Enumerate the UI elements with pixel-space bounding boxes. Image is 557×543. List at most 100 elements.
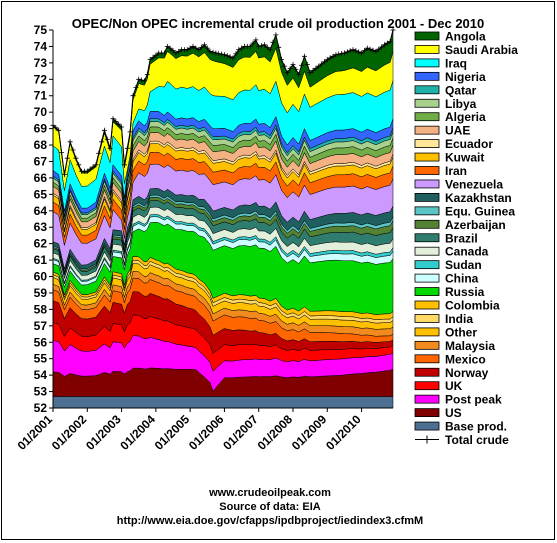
legend-label: Equ. Guinea <box>445 204 515 218</box>
total-crude-point <box>330 53 336 59</box>
legend-swatch <box>414 408 440 418</box>
total-crude-point <box>170 48 176 53</box>
legend-swatch <box>414 166 440 175</box>
total-crude-point <box>67 139 73 145</box>
y-tick-label: 69 <box>34 122 48 136</box>
legend-swatch <box>414 31 440 41</box>
legend-item-venezuela: Venezuela <box>414 177 503 191</box>
total-crude-point <box>199 44 205 50</box>
legend-label: Malaysia <box>445 339 495 353</box>
total-crude-point <box>339 51 345 57</box>
total-crude-point <box>133 85 139 90</box>
total-crude-point <box>224 53 230 59</box>
footer-url: http://www.eia.doe.gov/cfapps/ipdbprojec… <box>117 515 423 527</box>
total-crude-point <box>144 71 150 77</box>
legend-swatch <box>414 71 440 81</box>
total-crude-point <box>273 32 279 38</box>
y-tick-label: 72 <box>34 72 48 86</box>
total-crude-point <box>104 136 110 142</box>
y-tick-label: 56 <box>34 335 48 349</box>
total-crude-point <box>161 50 167 56</box>
total-crude-point <box>216 51 222 57</box>
legend-label: Brazil <box>445 231 478 245</box>
total-crude-point <box>84 168 90 174</box>
total-crude-point <box>136 76 142 82</box>
footer-site: www.crudeoilpeak.com <box>208 487 331 499</box>
total-crude-point <box>301 53 307 59</box>
legend-swatch <box>414 179 440 189</box>
legend-item-kazakhstan: Kazakhstan <box>414 191 512 205</box>
legend-label: Algeria <box>445 110 486 124</box>
y-tick-label: 62 <box>34 237 48 251</box>
legend-item-brazil: Brazil <box>414 231 478 245</box>
total-crude-point <box>327 55 333 61</box>
total-crude-point <box>184 47 190 53</box>
legend-item-angola: Angola <box>414 30 486 44</box>
total-crude-point <box>307 70 313 76</box>
total-crude-point <box>370 47 376 53</box>
legend-swatch <box>414 354 440 364</box>
total-crude-point <box>270 39 276 45</box>
total-crude-point <box>350 47 356 53</box>
legend-label: China <box>445 272 479 286</box>
total-crude-point <box>287 66 293 72</box>
total-crude-point <box>70 147 76 153</box>
legend-swatch <box>414 85 440 95</box>
x-tick-label: 01/2010 <box>323 412 364 453</box>
x-tick-label: 01/2006 <box>186 412 227 453</box>
legend-label: Ecuador <box>445 137 493 151</box>
total-crude-point <box>356 49 362 55</box>
total-crude-point <box>384 40 390 46</box>
total-crude-point <box>153 52 159 58</box>
x-tick-label: 01/2005 <box>152 412 193 453</box>
total-crude-point <box>141 78 147 84</box>
legend-swatch <box>414 273 440 283</box>
legend-label: India <box>445 312 473 326</box>
legend-label: Saudi Arabia <box>445 43 518 57</box>
total-crude-point <box>290 62 296 67</box>
total-crude-point <box>344 49 350 55</box>
y-tick-label: 53 <box>34 385 48 399</box>
area-base-prod <box>52 396 394 409</box>
y-tick-label: 57 <box>34 319 48 333</box>
total-crude-point <box>373 48 379 54</box>
legend-label: Venezuela <box>445 177 503 191</box>
total-crude-point <box>379 44 385 50</box>
y-tick-label: 64 <box>34 204 48 218</box>
legend-item-colombia: Colombia <box>414 299 500 313</box>
y-tick-label: 54 <box>34 368 48 382</box>
total-crude-point <box>61 172 67 178</box>
total-crude-point <box>76 162 82 168</box>
legend-swatch <box>414 314 440 323</box>
legend-item-canada: Canada <box>414 245 489 259</box>
legend-item-russia: Russia <box>414 285 485 299</box>
total-crude-point <box>353 48 359 54</box>
total-crude-point <box>164 43 170 49</box>
legend-swatch <box>414 219 440 229</box>
legend-item-us: US <box>414 406 462 420</box>
x-tick-label: 01/2001 <box>15 412 56 453</box>
y-tick-label: 58 <box>34 302 48 316</box>
total-crude-point <box>230 55 236 61</box>
legend-item-qatar: Qatar <box>414 83 477 97</box>
footer-source: Source of data: EIA <box>219 501 321 513</box>
total-crude-point <box>247 43 253 49</box>
y-tick-label: 65 <box>34 187 48 201</box>
total-crude-point <box>204 45 210 51</box>
legend-item-india: India <box>414 312 473 326</box>
y-tick-label: 52 <box>34 401 48 415</box>
total-crude-point <box>210 49 216 55</box>
total-crude-point <box>387 39 393 44</box>
legend-label: Nigeria <box>445 70 486 84</box>
legend-item-other: Other <box>414 325 477 339</box>
chart-title: OPEC/Non OPEC incremental crude oil prod… <box>72 16 485 31</box>
total-crude-point <box>236 47 242 53</box>
total-crude-point <box>267 47 273 53</box>
legend-item-iraq: Iraq <box>414 56 467 70</box>
total-crude-point <box>284 70 290 76</box>
total-crude-point <box>321 59 327 65</box>
y-tick-label: 55 <box>34 352 48 366</box>
total-crude-point <box>64 155 70 161</box>
total-crude-point <box>213 50 219 56</box>
